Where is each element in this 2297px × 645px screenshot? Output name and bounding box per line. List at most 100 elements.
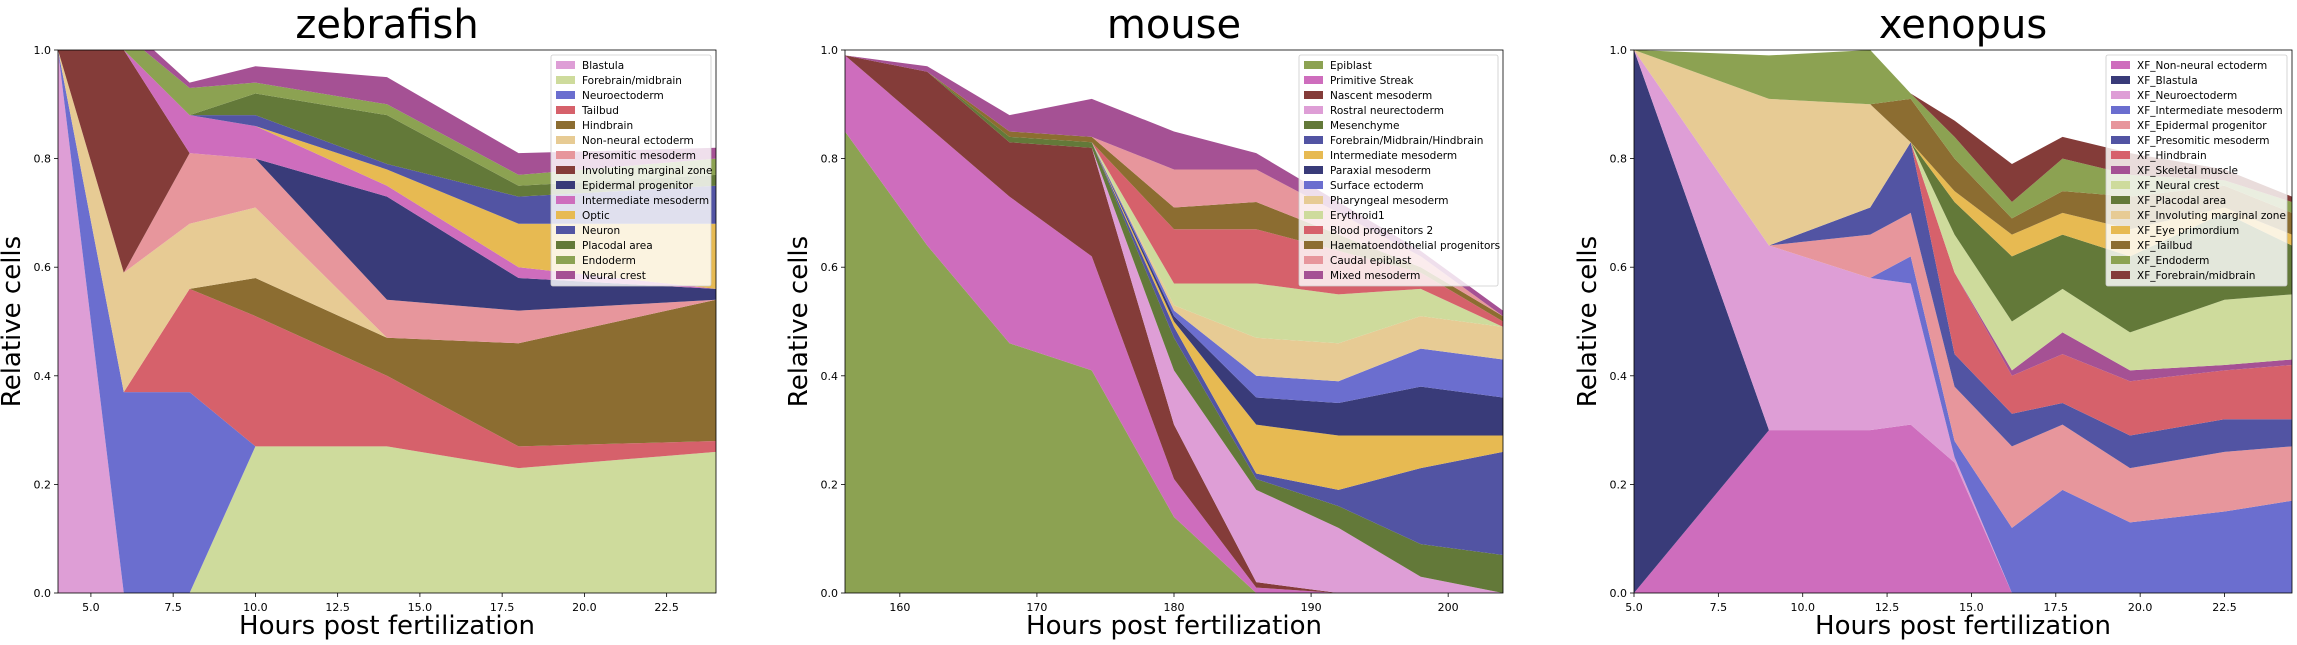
- legend-label: XF_Placodal area: [2137, 195, 2226, 207]
- legend-swatch: [556, 166, 575, 174]
- x-tick-label: 5.0: [1625, 601, 1643, 614]
- legend-swatch: [1304, 196, 1323, 204]
- legend-swatch: [2111, 151, 2130, 159]
- x-tick-label: 7.5: [164, 601, 182, 614]
- legend-label: Intermediate mesoderm: [1330, 150, 1457, 162]
- legend-label: XF_Endoderm: [2137, 255, 2209, 267]
- legend-label: XF_Neural crest: [2137, 180, 2219, 192]
- legend-label: Presomitic mesoderm: [582, 150, 696, 162]
- x-tick-label: 22.5: [2212, 601, 2237, 614]
- legend-label: Caudal epiblast: [1330, 255, 1411, 267]
- legend-swatch: [1304, 226, 1323, 234]
- legend-swatch: [556, 121, 575, 129]
- legend-label: XF_Involuting marginal zone: [2137, 210, 2286, 222]
- area-Forebrain/Midbrain/Hindbrain: [845, 55, 1503, 555]
- legend-label: Endoderm: [582, 255, 636, 267]
- legend-label: Intermediate mesoderm: [582, 195, 709, 207]
- legend-label: Optic: [582, 210, 610, 222]
- area-Pharyngeal mesoderm: [845, 55, 1503, 382]
- area-XF_Presomitic mesoderm: [1634, 50, 2292, 469]
- y-tick-label: 0.8: [1610, 153, 1628, 166]
- x-tick-label: 5.0: [82, 601, 100, 614]
- x-tick-label: 17.5: [490, 601, 515, 614]
- legend-swatch: [556, 181, 575, 189]
- legend: Epiblast Primitive Streak Nascent mesoderm…: [1298, 54, 1500, 287]
- legend-swatch: [556, 106, 575, 114]
- chart-title: zebrafish: [295, 2, 478, 48]
- y-tick-label: 0.8: [821, 153, 839, 166]
- x-tick-label: 17.5: [2044, 601, 2069, 614]
- chart-mouse: 160 170 180 190 200 0.0 0.2 0.4 0.6 0.8 1.0 mouse Ho…: [784, 2, 1504, 641]
- y-tick-label: 1.0: [821, 44, 839, 57]
- y-tick-label: 0.4: [34, 370, 52, 383]
- x-axis-label: Hours post fertilization: [1026, 611, 1322, 641]
- y-axis-label: Relative cells: [1573, 236, 1603, 407]
- legend-swatch: [2111, 271, 2130, 279]
- plot-frame: [57, 49, 717, 594]
- legend-swatch: [2111, 121, 2130, 129]
- area-Erythroid1: [845, 55, 1503, 344]
- legend-label: XF_Hindbrain: [2137, 150, 2207, 162]
- legend-label: Pharyngeal mesoderm: [1330, 195, 1449, 207]
- legend-label: Paraxial mesoderm: [1330, 165, 1431, 177]
- x-tick-label: 180: [1164, 601, 1185, 614]
- legend-label: Surface ectoderm: [1330, 180, 1424, 192]
- legend-swatch: [1304, 91, 1323, 99]
- legend-label: Rostral neurectoderm: [1330, 105, 1444, 117]
- legend-swatch: [1304, 271, 1323, 279]
- legend-swatch: [1304, 211, 1323, 219]
- area-Caudal epiblast: [845, 55, 1503, 317]
- legend-label: XF_Presomitic mesoderm: [2137, 135, 2269, 147]
- y-tick-label: 0.2: [821, 478, 839, 491]
- x-tick-label: 190: [1301, 601, 1322, 614]
- legend-swatch: [2111, 181, 2130, 189]
- y-tick-label: 0.6: [34, 261, 52, 274]
- area-Mixed mesoderm: [845, 55, 1503, 317]
- legend-swatch: [2111, 61, 2130, 69]
- legend-label: Placodal area: [582, 240, 653, 252]
- x-tick-label: 22.5: [654, 601, 679, 614]
- legend-swatch: [556, 271, 575, 279]
- legend-label: Neuron: [582, 225, 620, 237]
- legend-swatch: [1304, 166, 1323, 174]
- legend-swatch: [556, 91, 575, 99]
- legend-swatch: [2111, 166, 2130, 174]
- legend-swatch: [556, 211, 575, 219]
- legend-swatch: [2111, 241, 2130, 249]
- legend-swatch: [556, 136, 575, 144]
- area-XF_Hindbrain: [1634, 50, 2292, 436]
- legend-label: Primitive Streak: [1330, 75, 1414, 87]
- area-XF_Neural crest: [1634, 50, 2292, 371]
- legend-label: Forebrain/midbrain: [582, 75, 682, 87]
- legend-label: Mixed mesoderm: [1330, 270, 1420, 282]
- area-Surface ectoderm: [845, 55, 1503, 403]
- chart-title: mouse: [1107, 2, 1241, 48]
- area-Paraxial mesoderm: [845, 55, 1503, 436]
- area-XF_Epidermal progenitor: [1634, 50, 2292, 528]
- y-tick-label: 0.2: [1610, 478, 1628, 491]
- legend-swatch: [556, 226, 575, 234]
- legend-swatch: [556, 196, 575, 204]
- legend-label: XF_Forebrain/midbrain: [2137, 270, 2255, 282]
- area-XF_Intermediate mesoderm: [1634, 50, 2292, 593]
- legend-swatch: [1304, 256, 1323, 264]
- area-Nascent mesoderm: [845, 55, 1503, 593]
- x-tick-label: 20.0: [2128, 601, 2153, 614]
- legend-swatch: [1304, 136, 1323, 144]
- legend-box: [2105, 54, 2288, 287]
- area-Involuting marginal zone: [58, 50, 716, 311]
- legend-swatch: [2111, 76, 2130, 84]
- y-tick-label: 0.6: [821, 261, 839, 274]
- area-Epidermal progenitor: [58, 50, 716, 311]
- area-Intermediate mesoderm: [845, 55, 1503, 490]
- legend-swatch: [1304, 76, 1323, 84]
- legend-swatch: [2111, 136, 2130, 144]
- legend-label: Mesenchyme: [1330, 120, 1399, 132]
- legend-label: Tailbud: [581, 105, 619, 117]
- legend-label: XF_Tailbud: [2137, 240, 2192, 252]
- y-axis-label: Relative cells: [0, 236, 27, 407]
- legend-label: Epiblast: [1330, 60, 1372, 72]
- y-tick-label: 1.0: [1610, 44, 1628, 57]
- area-Non-neural ectoderm: [58, 50, 716, 393]
- area-Placodal area: [58, 50, 716, 197]
